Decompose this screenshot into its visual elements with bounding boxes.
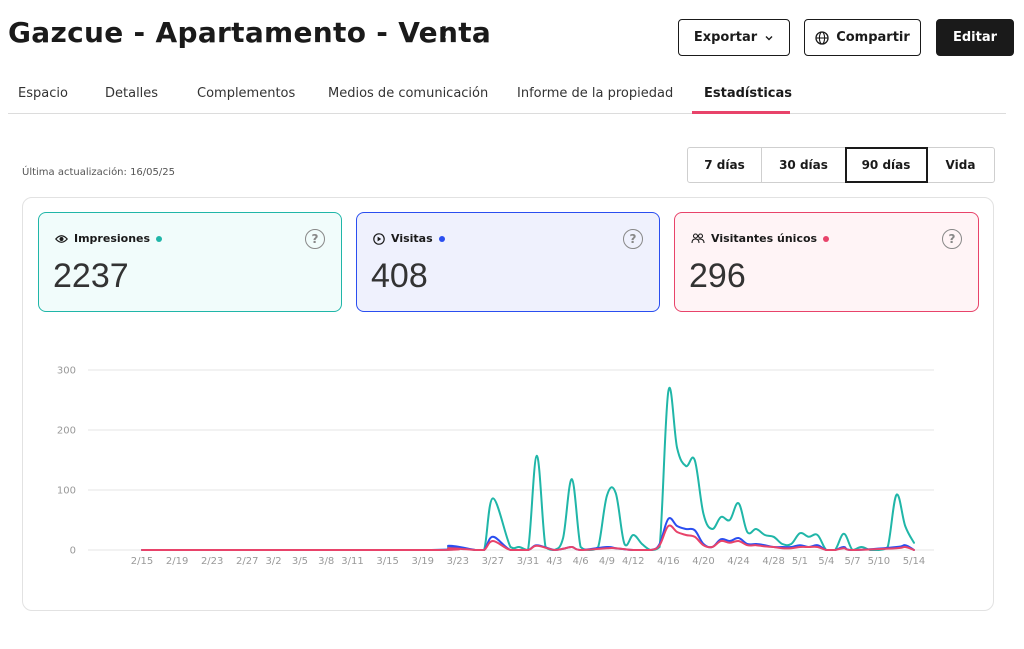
y-tick-label: 200 [57, 426, 76, 437]
page-title: Gazcue - Apartamento - Venta [8, 16, 492, 49]
x-tick-label: 4/28 [762, 556, 784, 567]
play-circle-icon [373, 232, 385, 245]
x-tick-label: 3/2 [266, 556, 282, 567]
visits-card: Visitas ? 408 [356, 212, 660, 312]
x-tick-label: 4/6 [573, 556, 589, 567]
range-selector: 7 días 30 días 90 días Vida [687, 147, 995, 183]
export-button-label: Exportar [693, 30, 758, 45]
range-30-days[interactable]: 30 días [762, 148, 846, 182]
impressions-value: 2237 [53, 257, 129, 295]
last-update-text: Última actualización: 16/05/25 [22, 167, 175, 178]
help-icon[interactable]: ? [623, 229, 643, 249]
statistics-line-chart: 0 100 200 300 2/15 2/19 2/23 2/27 3/2 3/5 3/8 3/11 3… [57, 366, 934, 567]
x-tick-label: 4/3 [546, 556, 562, 567]
x-tick-label: 3/8 [318, 556, 334, 567]
x-tick-label: 5/4 [818, 556, 834, 567]
help-icon[interactable]: ? [305, 229, 325, 249]
export-button[interactable]: Exportar [678, 19, 790, 56]
edit-button[interactable]: Editar [936, 19, 1014, 56]
x-tick-label: 3/19 [411, 556, 433, 567]
unique-visitors-label: Visitantes únicos [711, 232, 818, 245]
x-tick-label: 2/19 [166, 556, 188, 567]
x-tick-label: 3/11 [341, 556, 363, 567]
visits-dot [438, 235, 445, 242]
unique-visitors-value: 296 [689, 257, 746, 295]
y-tick-label: 0 [70, 546, 76, 557]
x-tick-label: 5/14 [903, 556, 925, 567]
x-tick-label: 5/1 [792, 556, 808, 567]
users-icon [691, 233, 705, 244]
tab-estadisticas[interactable]: Estadísticas [704, 86, 792, 101]
x-tick-label: 5/7 [845, 556, 861, 567]
chevron-down-icon [765, 35, 773, 40]
series-line-impresiones [141, 386, 915, 551]
edit-button-label: Editar [952, 30, 998, 45]
share-button-label: Compartir [836, 30, 910, 45]
x-tick-label: 3/5 [292, 556, 308, 567]
impressions-dot [156, 235, 163, 242]
visits-label: Visitas [391, 232, 433, 245]
x-tick-label: 3/23 [447, 556, 469, 567]
tab-espacio[interactable]: Espacio [18, 86, 68, 101]
x-tick-label: 4/24 [727, 556, 749, 567]
x-tick-label: 4/16 [657, 556, 679, 567]
impressions-card: Impresiones ? 2237 [38, 212, 342, 312]
y-tick-label: 300 [57, 366, 76, 377]
series-line-unicos [141, 524, 915, 551]
x-tick-label: 4/9 [599, 556, 615, 567]
x-tick-label: 2/23 [201, 556, 223, 567]
unique-visitors-card: Visitantes únicos ? 296 [674, 212, 979, 312]
share-button[interactable]: Compartir [804, 19, 921, 56]
visits-value: 408 [371, 257, 428, 295]
x-tick-label: 2/15 [131, 556, 153, 567]
x-tick-label: 4/12 [622, 556, 644, 567]
y-tick-label: 100 [57, 486, 76, 497]
x-tick-label: 5/10 [868, 556, 890, 567]
tab-informe[interactable]: Informe de la propiedad [517, 86, 674, 101]
x-tick-label: 3/15 [376, 556, 398, 567]
range-7-days[interactable]: 7 días [688, 148, 762, 182]
help-icon[interactable]: ? [942, 229, 962, 249]
x-tick-label: 3/31 [517, 556, 539, 567]
impressions-label: Impresiones [74, 232, 151, 245]
tab-bar: Espacio Detalles Complementos Medios de … [8, 76, 1006, 114]
unique-visitors-dot [823, 235, 830, 242]
tab-medios[interactable]: Medios de comunicación [328, 86, 489, 101]
x-tick-label: 2/27 [236, 556, 258, 567]
x-tick-label: 3/27 [482, 556, 504, 567]
tab-detalles[interactable]: Detalles [105, 86, 159, 101]
globe-icon [815, 30, 829, 45]
eye-icon [55, 234, 68, 243]
x-tick-label: 4/20 [692, 556, 714, 567]
range-90-days[interactable]: 90 días [845, 147, 928, 183]
active-tab-indicator [692, 111, 790, 114]
range-lifetime[interactable]: Vida [945, 158, 976, 172]
more-vertical-icon[interactable]: ⋮ [434, 22, 454, 46]
tab-complementos[interactable]: Complementos [197, 86, 296, 101]
